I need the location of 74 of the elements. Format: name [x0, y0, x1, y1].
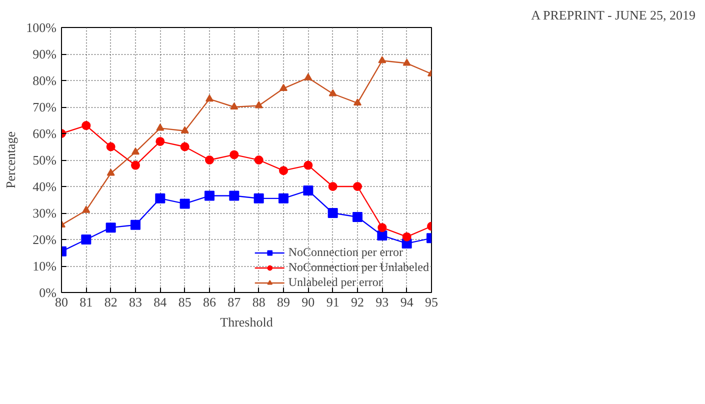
point [155, 193, 166, 204]
x-tick-label: 87 [228, 294, 242, 310]
text: A PREPRINT - JUNE 25, 2019 [531, 8, 696, 22]
legend-label: Unlabeled per error [288, 275, 382, 290]
x-tick-label: 81 [80, 294, 93, 310]
y-tick-label: 30% [32, 206, 57, 220]
x-tick-label: 83 [129, 294, 142, 310]
point [82, 206, 90, 213]
x-tick-label: 82 [104, 294, 118, 310]
point [180, 198, 190, 209]
point [205, 156, 214, 164]
x-tick-label: 80 [55, 294, 68, 310]
point [132, 148, 140, 155]
y-tick-label: 0% [39, 285, 57, 300]
y-tick-label: 100% [26, 20, 57, 35]
point [402, 232, 412, 242]
point [353, 182, 362, 191]
y-tick-label: 80% [32, 73, 57, 88]
point [352, 212, 362, 222]
point [130, 220, 140, 230]
x-tick-label: 94 [400, 294, 414, 310]
point [106, 222, 116, 233]
point [81, 234, 92, 244]
x-tick-label: 86 [203, 294, 216, 310]
point [279, 166, 288, 176]
point [378, 223, 387, 232]
point [156, 124, 164, 131]
point [377, 230, 388, 241]
point [304, 160, 313, 170]
x-axis-title: Threshold [220, 314, 274, 330]
y-tick-label: 60% [32, 126, 57, 141]
point [204, 190, 214, 201]
y-axis-title: Percentage [3, 131, 18, 189]
point [230, 102, 238, 110]
point [354, 98, 362, 106]
point [206, 94, 214, 102]
point [180, 142, 190, 152]
y-tick-label: 20% [32, 232, 57, 247]
point [280, 84, 288, 91]
x-tick-label: 90 [302, 294, 315, 310]
point [328, 182, 338, 191]
point [131, 160, 140, 170]
point [328, 208, 338, 218]
point [254, 156, 264, 164]
point [156, 136, 165, 146]
y-tick-label: 50% [32, 152, 57, 168]
point [278, 193, 288, 204]
x-tick-label: 88 [252, 294, 266, 310]
x-tick-label: 95 [425, 294, 438, 310]
point [106, 168, 115, 176]
point [303, 185, 314, 196]
point [254, 101, 263, 108]
point [180, 126, 189, 134]
point [402, 58, 411, 66]
y-tick-label: 10% [32, 258, 57, 274]
x-tick-label: 93 [376, 294, 389, 310]
y-tick-label: 40% [32, 179, 57, 194]
point [378, 56, 386, 64]
x-tick-label: 89 [277, 294, 290, 310]
x-tick-label: 92 [351, 294, 364, 310]
point [82, 121, 91, 130]
y-tick-label: 90% [32, 46, 57, 62]
point [304, 73, 312, 80]
legend-label: NoConnection per error [288, 245, 404, 260]
point [254, 193, 264, 204]
point [328, 89, 337, 96]
legend-label: NoConnection per Unlabeled [288, 260, 429, 275]
x-tick-label: 85 [178, 294, 192, 310]
point [106, 142, 116, 152]
point [230, 150, 239, 160]
x-tick-label: 91 [326, 294, 340, 310]
y-tick-label: 70% [32, 100, 57, 114]
point [229, 190, 240, 201]
x-tick-label: 84 [154, 294, 168, 310]
